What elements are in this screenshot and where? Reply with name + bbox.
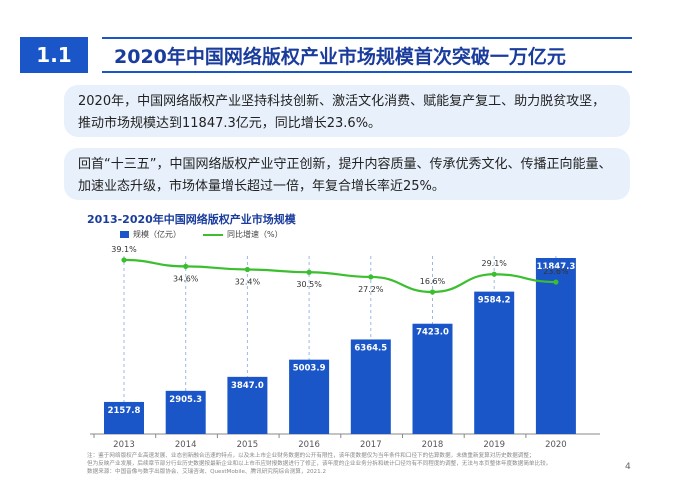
growth-point [429,289,436,295]
bar-label: 9584.2 [478,296,511,306]
legend-line-swatch [203,233,223,236]
bar-label: 5003.9 [293,364,326,374]
bar [104,401,144,434]
growth-point [121,257,127,263]
growth-point [553,279,559,285]
bar-label: 2157.8 [108,406,141,416]
growth-label: 34.6% [173,274,199,283]
growth-point [244,266,250,273]
x-tick-label: 2017 [360,440,382,450]
bar-label: 11847.3 [537,262,576,272]
growth-label: 29.1% [481,259,507,268]
chart-title: 2013-2020年中国网络版权产业市场规模 [87,213,296,226]
bullet-box-2: 回首“十三五”，中国网络版权产业守正创新，提升内容质量、传承优秀文化、传播正向能… [64,148,630,200]
legend-bar-label: 规模（亿元） [133,230,181,239]
x-tick-label: 2019 [483,440,505,450]
bullet-text-1: 2020年，中国网络版权产业坚持科技创新、激活文化消费、赋能复产复工、助力脱贫攻… [78,94,606,131]
legend-bar-swatch [120,231,129,238]
x-tick-label: 2016 [298,440,320,450]
section-header: 1.1 2020年中国网络版权产业市场规模首次突破一万亿元 [20,37,632,73]
bar [289,359,330,434]
growth-label: 30.5% [296,280,322,289]
bar [535,258,576,434]
growth-point [491,271,497,277]
bar-label: 7423.0 [416,328,449,338]
growth-label: 39.1% [111,245,137,254]
growth-point [306,269,312,275]
bar [474,291,515,434]
bullet-text-2: 回首“十三五”，中国网络版权产业守正创新，提升内容质量、传承优秀文化、传播正向能… [78,157,612,194]
footnote-line-2: 但为反映产业发展，后续章节部分行业历史数据按最新企业和以上市币应财报数据进行了修… [87,461,552,467]
growth-label: 16.6% [420,277,446,286]
bar-label: 6364.5 [354,343,387,353]
page-number: 4 [625,462,631,472]
x-tick-label: 2018 [422,440,444,450]
section-number: 1.1 [20,37,88,73]
x-tick-label: 2020 [545,440,567,450]
growth-point [183,263,189,269]
x-tick-label: 2014 [175,440,197,450]
growth-label: 27.2% [358,285,384,294]
footnote-line-1: 注：鉴于网络版权产业高速发展、业态创新融合迅速的特点，以及未上市企业财务数据的公… [87,453,535,459]
bar [165,390,206,434]
section-title: 2020年中国网络版权产业市场规模首次突破一万亿元 [102,37,632,73]
x-tick-label: 2015 [237,440,259,450]
x-tick-label: 2013 [113,440,135,450]
bar [350,339,391,434]
footnote: 注：鉴于网络版权产业高速发展、业态创新融合迅速的特点，以及未上市企业财务数据的公… [87,452,607,476]
legend-line-label: 同比增速（%） [227,230,283,239]
bar [227,376,268,434]
footnote-line-3: 数据来源：中国音像与数字出版协会、艾瑞咨询、QuestMobile、腾讯研究院综… [87,469,327,475]
growth-line [123,258,556,294]
bullet-box-1: 2020年，中国网络版权产业坚持科技创新、激活文化消费、赋能复产复工、助力脱贫攻… [64,85,630,137]
growth-label: 32.4% [235,278,261,287]
bar-label: 3847.0 [231,381,264,391]
bar [412,323,453,434]
growth-label: 23.6% [543,267,569,276]
bar-label: 2905.3 [169,395,202,405]
growth-point [368,274,374,280]
chart-legend: 规模（亿元） 同比增速（%） [120,229,283,240]
